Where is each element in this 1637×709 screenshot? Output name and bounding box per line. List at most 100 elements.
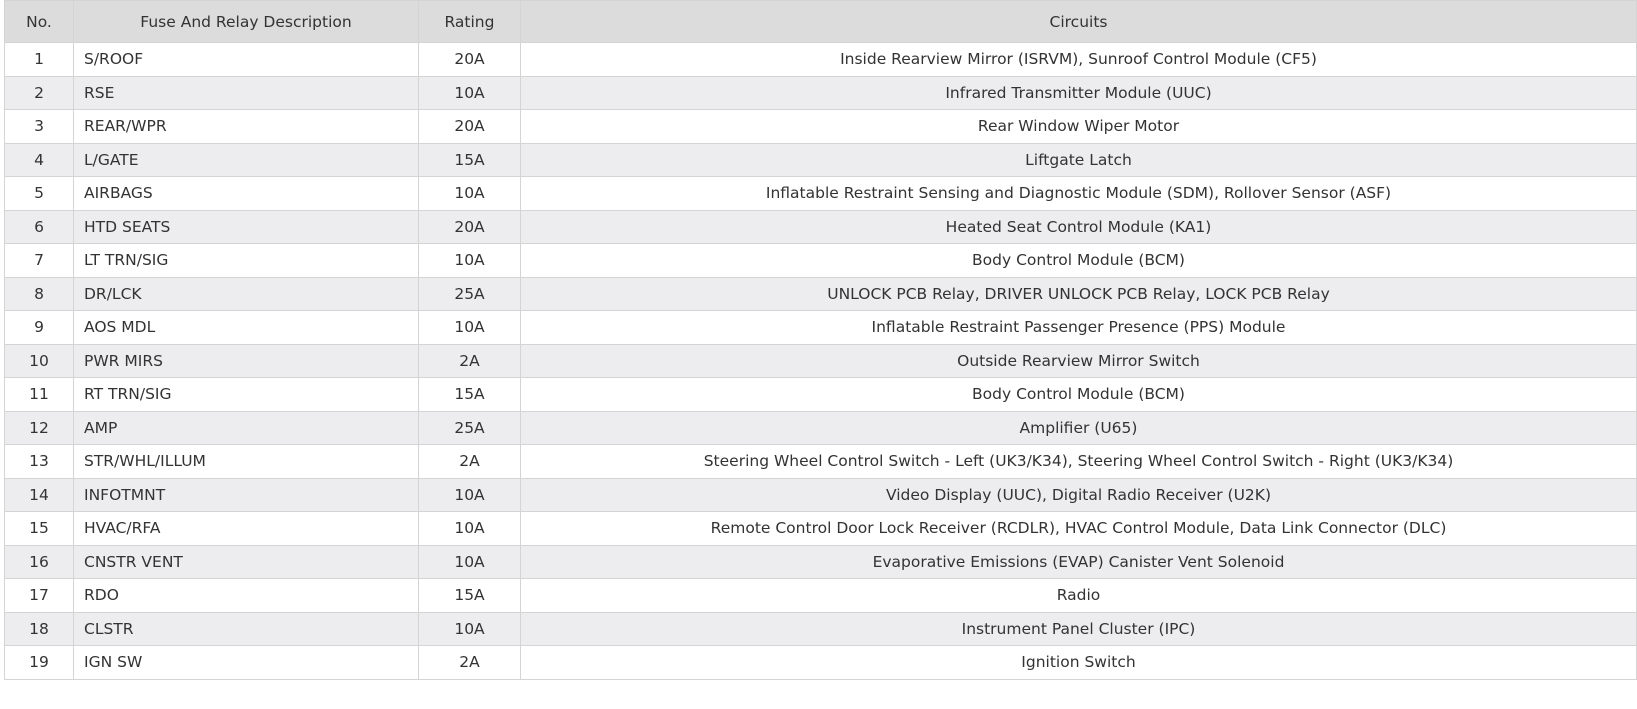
cell-description: LT TRN/SIG <box>73 243 419 278</box>
cell-description: INFOTMNT <box>73 477 419 512</box>
cell-circuits: Ignition Switch <box>520 645 1637 680</box>
cell-rating: 2A <box>418 645 521 680</box>
cell-no: 8 <box>4 276 74 311</box>
cell-rating: 15A <box>418 578 521 613</box>
cell-rating: 10A <box>418 511 521 546</box>
cell-no: 4 <box>4 142 74 177</box>
cell-no: 7 <box>4 243 74 278</box>
table-row: 13 STR/WHL/ILLUM 2A Steering Wheel Control … <box>4 444 1637 479</box>
cell-description: CLSTR <box>73 611 419 646</box>
cell-description: RDO <box>73 578 419 613</box>
header-rating: Rating <box>418 0 521 43</box>
cell-rating: 10A <box>418 611 521 646</box>
cell-rating: 10A <box>418 544 521 579</box>
cell-circuits: UNLOCK PCB Relay, DRIVER UNLOCK PCB Rela… <box>520 276 1637 311</box>
cell-no: 3 <box>4 109 74 144</box>
cell-rating: 10A <box>418 477 521 512</box>
cell-rating: 2A <box>418 343 521 378</box>
cell-no: 16 <box>4 544 74 579</box>
cell-description: REAR/WPR <box>73 109 419 144</box>
cell-description: S/ROOF <box>73 42 419 77</box>
cell-description: RSE <box>73 75 419 110</box>
cell-rating: 15A <box>418 142 521 177</box>
table-row: 11 RT TRN/SIG 15A Body Control Module (BCM) <box>4 377 1637 412</box>
cell-description: HVAC/RFA <box>73 511 419 546</box>
table-row: 4 L/GATE 15A Liftgate Latch <box>4 142 1637 177</box>
header-circuits: Circuits <box>520 0 1637 43</box>
cell-rating: 10A <box>418 176 521 211</box>
cell-no: 9 <box>4 310 74 345</box>
cell-description: AMP <box>73 410 419 445</box>
cell-circuits: Heated Seat Control Module (KA1) <box>520 209 1637 244</box>
table-row: 17 RDO 15A Radio <box>4 578 1637 613</box>
cell-circuits: Evaporative Emissions (EVAP) Canister Ve… <box>520 544 1637 579</box>
header-description: Fuse And Relay Description <box>73 0 419 43</box>
table-row: 19 IGN SW 2A Ignition Switch <box>4 645 1637 680</box>
cell-rating: 25A <box>418 276 521 311</box>
cell-circuits: Body Control Module (BCM) <box>520 243 1637 278</box>
fuse-relay-table: No. Fuse And Relay Description Rating Ci… <box>4 0 1637 680</box>
cell-no: 12 <box>4 410 74 445</box>
table-row: 6 HTD SEATS 20A Heated Seat Control Module … <box>4 209 1637 244</box>
cell-description: L/GATE <box>73 142 419 177</box>
cell-circuits: Rear Window Wiper Motor <box>520 109 1637 144</box>
cell-circuits: Outside Rearview Mirror Switch <box>520 343 1637 378</box>
cell-no: 11 <box>4 377 74 412</box>
table-row: 7 LT TRN/SIG 10A Body Control Module (BCM) <box>4 243 1637 278</box>
cell-description: AOS MDL <box>73 310 419 345</box>
table-row: 9 AOS MDL 10A Inflatable Restraint Passenge… <box>4 310 1637 345</box>
cell-rating: 10A <box>418 75 521 110</box>
cell-rating: 20A <box>418 209 521 244</box>
cell-description: AIRBAGS <box>73 176 419 211</box>
table-row: 15 HVAC/RFA 10A Remote Control Door Lock Re… <box>4 511 1637 546</box>
table-row: 16 CNSTR VENT 10A Evaporative Emissions (EV… <box>4 544 1637 579</box>
cell-no: 6 <box>4 209 74 244</box>
cell-description: IGN SW <box>73 645 419 680</box>
cell-circuits: Remote Control Door Lock Receiver (RCDLR… <box>520 511 1637 546</box>
cell-no: 5 <box>4 176 74 211</box>
table-row: 8 DR/LCK 25A UNLOCK PCB Relay, DRIVER UNLOC… <box>4 276 1637 311</box>
cell-no: 15 <box>4 511 74 546</box>
cell-circuits: Instrument Panel Cluster (IPC) <box>520 611 1637 646</box>
table-body: 1 S/ROOF 20A Inside Rearview Mirror (ISRVM)… <box>4 42 1637 680</box>
cell-circuits: Video Display (UUC), Digital Radio Recei… <box>520 477 1637 512</box>
cell-circuits: Body Control Module (BCM) <box>520 377 1637 412</box>
table-row: 5 AIRBAGS 10A Inflatable Restraint Sensing … <box>4 176 1637 211</box>
cell-no: 2 <box>4 75 74 110</box>
cell-no: 13 <box>4 444 74 479</box>
cell-no: 1 <box>4 42 74 77</box>
cell-no: 10 <box>4 343 74 378</box>
table-row: 18 CLSTR 10A Instrument Panel Cluster (IPC) <box>4 611 1637 646</box>
cell-circuits: Steering Wheel Control Switch - Left (UK… <box>520 444 1637 479</box>
cell-description: HTD SEATS <box>73 209 419 244</box>
cell-circuits: Inside Rearview Mirror (ISRVM), Sunroof … <box>520 42 1637 77</box>
cell-rating: 2A <box>418 444 521 479</box>
cell-description: PWR MIRS <box>73 343 419 378</box>
cell-rating: 25A <box>418 410 521 445</box>
cell-description: STR/WHL/ILLUM <box>73 444 419 479</box>
cell-no: 17 <box>4 578 74 613</box>
cell-rating: 15A <box>418 377 521 412</box>
cell-circuits: Inflatable Restraint Sensing and Diagnos… <box>520 176 1637 211</box>
table-row: 3 REAR/WPR 20A Rear Window Wiper Motor <box>4 109 1637 144</box>
cell-no: 14 <box>4 477 74 512</box>
header-no: No. <box>4 0 74 43</box>
cell-description: CNSTR VENT <box>73 544 419 579</box>
table-row: 14 INFOTMNT 10A Video Display (UUC), Digita… <box>4 477 1637 512</box>
table-row: 2 RSE 10A Infrared Transmitter Module (UUC) <box>4 75 1637 110</box>
cell-rating: 20A <box>418 109 521 144</box>
cell-circuits: Infrared Transmitter Module (UUC) <box>520 75 1637 110</box>
cell-description: RT TRN/SIG <box>73 377 419 412</box>
cell-rating: 10A <box>418 243 521 278</box>
cell-circuits: Amplifier (U65) <box>520 410 1637 445</box>
cell-rating: 10A <box>418 310 521 345</box>
cell-no: 19 <box>4 645 74 680</box>
cell-circuits: Liftgate Latch <box>520 142 1637 177</box>
table-header-row: No. Fuse And Relay Description Rating Ci… <box>4 0 1637 43</box>
cell-no: 18 <box>4 611 74 646</box>
table-row: 10 PWR MIRS 2A Outside Rearview Mirror Swit… <box>4 343 1637 378</box>
cell-description: DR/LCK <box>73 276 419 311</box>
cell-circuits: Radio <box>520 578 1637 613</box>
table-row: 12 AMP 25A Amplifier (U65) <box>4 410 1637 445</box>
table-row: 1 S/ROOF 20A Inside Rearview Mirror (ISRVM)… <box>4 42 1637 77</box>
